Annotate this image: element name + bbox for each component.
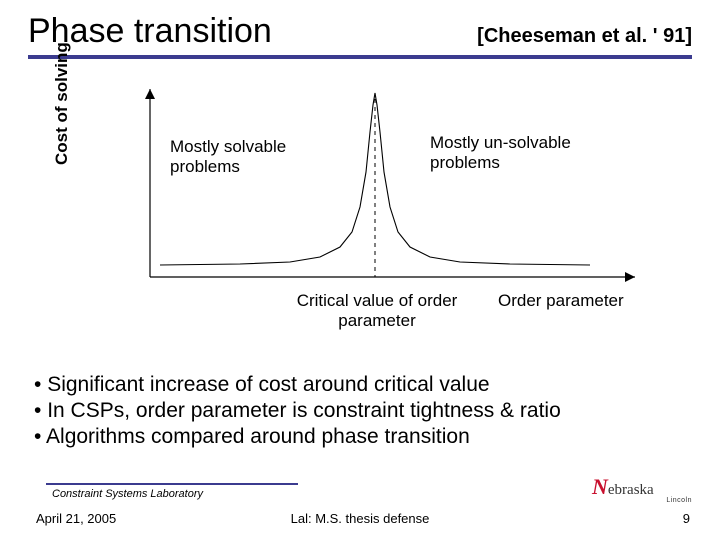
lab-name: Constraint Systems Laboratory [52, 488, 203, 500]
page-number: 9 [683, 511, 690, 526]
nebraska-logo: Nebraska Lincoln [592, 474, 692, 504]
bullet-item: Algorithms compared around phase transit… [34, 425, 692, 449]
title-underline [28, 55, 692, 59]
y-axis-label: Cost of solving [52, 42, 72, 165]
footer-center: Lal: M.S. thesis defense [0, 511, 720, 526]
x-axis-label: Order parameter [498, 291, 624, 311]
bullet-item: Significant increase of cost around crit… [34, 373, 692, 397]
logo-text: ebraska [608, 482, 654, 498]
critical-value-label: Critical value of order parameter [292, 291, 462, 331]
footer-rule [46, 483, 298, 485]
citation: [Cheeseman et al. ' 91] [477, 25, 692, 48]
chart-svg [90, 77, 650, 327]
right-region-label: Mostly un-solvable problems [430, 133, 600, 173]
logo-n: N [592, 474, 608, 499]
bullet-list: Significant increase of cost around crit… [34, 373, 692, 449]
phase-transition-chart: Cost of solving Mostly solvable problems… [60, 77, 692, 337]
bullet-item: In CSPs, order parameter is constraint t… [34, 399, 692, 423]
left-region-label: Mostly solvable problems [170, 137, 320, 177]
